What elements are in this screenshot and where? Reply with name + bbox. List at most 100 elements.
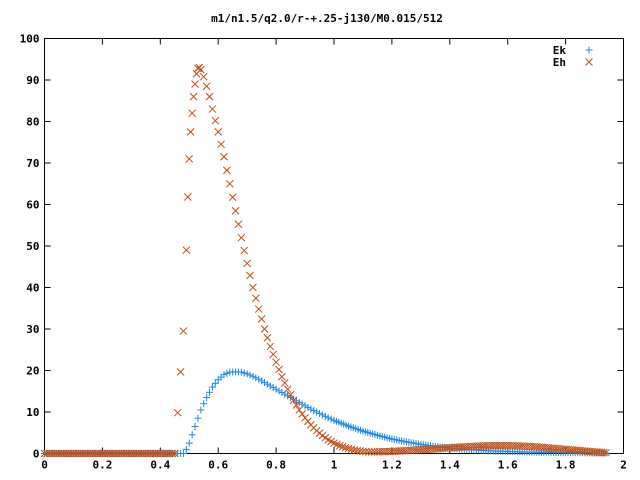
data-point-ek-interp	[269, 384, 277, 392]
data-point-eh	[359, 447, 367, 456]
data-point-ek	[188, 431, 196, 439]
data-point-eh	[260, 325, 269, 333]
data-point-ek	[179, 450, 187, 457]
data-point-eh-interp	[344, 444, 353, 453]
x-tick-label: 1	[331, 459, 338, 472]
data-point-ek	[220, 371, 228, 379]
data-point-eh-interp	[269, 350, 278, 359]
data-point-ek-interp	[321, 412, 329, 420]
data-point-eh-interp	[298, 410, 307, 418]
y-tick-label: 90	[26, 74, 39, 87]
data-point-ek-interp	[240, 369, 248, 377]
data-point-eh-interp	[223, 166, 231, 175]
data-point-eh-interp	[173, 408, 182, 417]
y-tick-label: 70	[26, 157, 39, 170]
data-point-ek-interp	[327, 415, 335, 423]
data-point-eh-interp	[251, 294, 260, 303]
data-point-eh	[249, 283, 257, 292]
y-tick-label: 30	[26, 323, 39, 336]
data-point-ek	[243, 370, 251, 378]
data-point-ek	[237, 368, 245, 376]
data-point-eh	[214, 128, 223, 136]
series-eh	[40, 63, 610, 458]
data-point-eh-interp	[292, 401, 301, 410]
y-tick-label: 0	[33, 448, 40, 461]
data-point-ek	[208, 383, 216, 391]
data-point-ek	[301, 402, 309, 410]
legend-marker-eh	[585, 58, 593, 66]
data-point-eh-interp	[263, 333, 272, 342]
data-point-eh-interp	[367, 447, 376, 456]
y-tick-label: 60	[26, 199, 39, 212]
data-point-eh	[335, 441, 344, 450]
legend-label-eh: Eh	[553, 56, 566, 69]
data-point-eh-interp	[275, 365, 283, 374]
data-point-eh-interp	[240, 246, 249, 255]
data-point-eh	[196, 65, 205, 74]
y-tick-label: 40	[26, 282, 39, 295]
y-tick-label: 50	[26, 240, 39, 253]
data-point-eh	[225, 179, 234, 188]
data-point-ek-interp	[258, 377, 266, 385]
data-point-ek	[307, 405, 315, 413]
x-tick-label: 1.4	[440, 459, 460, 472]
data-point-eh	[347, 445, 356, 454]
data-point-ek	[272, 385, 280, 393]
y-tick-label: 10	[26, 406, 39, 419]
data-point-eh	[189, 92, 198, 101]
data-point-eh	[183, 193, 192, 201]
data-point-eh	[211, 116, 220, 125]
data-point-eh-interp	[217, 140, 225, 149]
data-point-eh	[278, 372, 286, 381]
data-point-eh	[179, 327, 188, 335]
y-tick-label: 20	[26, 365, 39, 378]
data-point-ek-interp	[304, 403, 312, 411]
data-point-eh	[191, 80, 199, 89]
data-point-eh-interp	[234, 220, 243, 229]
data-point-ek	[318, 411, 326, 419]
data-point-ek-interp	[206, 388, 214, 396]
series-layer	[40, 63, 610, 458]
data-point-eh-interp	[246, 271, 254, 280]
data-point-eh	[237, 233, 246, 242]
data-point-eh	[364, 447, 373, 456]
chart-title: m1/n1.5/q2.0/r-+.25-j130/M0.015/512	[211, 12, 443, 25]
x-tick-label: 0.2	[92, 459, 112, 472]
data-point-ek-interp	[200, 400, 208, 408]
data-point-ek-interp	[316, 409, 324, 417]
x-tick-label: 0.6	[208, 459, 228, 472]
data-point-eh	[295, 406, 304, 414]
data-point-ek-interp	[211, 379, 219, 387]
x-tick-label: 0.4	[150, 459, 170, 472]
data-point-eh	[289, 396, 298, 405]
x-tick-label: 0	[41, 459, 48, 472]
data-point-ek	[182, 445, 190, 453]
data-point-eh	[185, 154, 194, 163]
data-point-eh-interp	[361, 447, 370, 456]
data-point-eh	[266, 342, 275, 351]
data-point-ek	[191, 423, 199, 431]
data-point-eh	[208, 105, 217, 113]
data-point-eh	[170, 449, 179, 458]
data-point-eh	[188, 109, 196, 118]
data-point-eh	[186, 128, 195, 136]
data-point-ek-interp	[252, 374, 260, 382]
x-tick-label: 1.6	[498, 459, 518, 472]
data-point-eh	[182, 246, 191, 255]
x-tick-label: 1.2	[382, 459, 402, 472]
y-tick-label: 80	[26, 116, 39, 129]
data-point-ek	[203, 393, 211, 401]
data-point-eh	[231, 206, 240, 215]
data-point-eh	[602, 448, 610, 457]
data-point-ek	[194, 414, 202, 422]
data-point-ek	[266, 382, 274, 390]
data-point-eh	[220, 152, 228, 161]
data-point-eh	[341, 443, 350, 452]
legend-label-ek: Ek	[553, 44, 567, 57]
data-point-eh-interp	[286, 390, 295, 399]
data-point-eh-interp	[338, 442, 347, 451]
data-point-eh	[243, 259, 252, 268]
data-point-eh	[283, 385, 292, 394]
